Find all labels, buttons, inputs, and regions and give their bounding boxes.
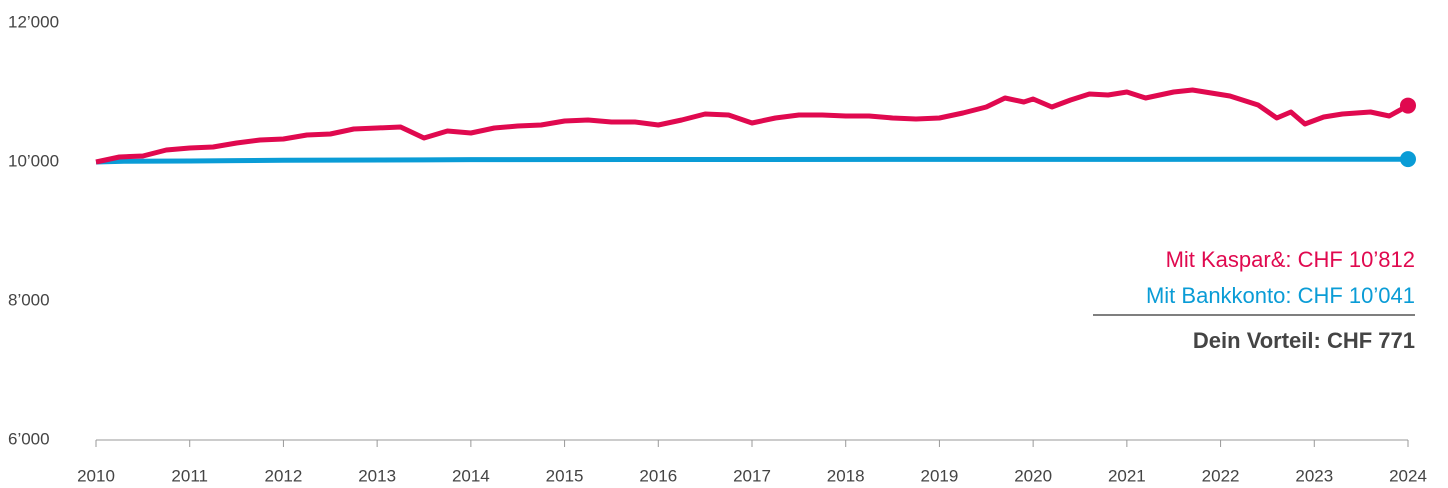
- annotation: Dein Vorteil: CHF 771: [1193, 328, 1415, 353]
- x-tick-label: 2021: [1108, 466, 1146, 485]
- x-tick-label: 2016: [639, 466, 677, 485]
- x-tick-label: 2020: [1014, 466, 1052, 485]
- end-point: [1400, 151, 1416, 168]
- x-tick-label: 2013: [358, 466, 396, 485]
- y-tick-label: 6’000: [8, 429, 50, 448]
- x-tick-label: 2012: [265, 466, 303, 485]
- end-point: [1400, 97, 1416, 114]
- x-tick-label: 2010: [77, 466, 115, 485]
- x-tick-label: 2022: [1202, 466, 1240, 485]
- x-tick-label: 2018: [827, 466, 865, 485]
- x-tick-label: 2015: [546, 466, 584, 485]
- series-line: [95, 87, 1410, 165]
- x-tick-label: 2011: [171, 466, 208, 485]
- y-tick-label: 12’000: [8, 12, 59, 31]
- y-tick-label: 8’000: [8, 290, 50, 309]
- x-tick-label: 2014: [452, 466, 490, 485]
- x-tick-label: 2023: [1295, 466, 1333, 485]
- x-tick-label: 2019: [921, 466, 959, 485]
- y-tick-label: 10’000: [8, 151, 59, 170]
- annotation: Mit Kaspar&: CHF 10’812: [1166, 247, 1415, 272]
- x-tick-label: 2024: [1389, 466, 1427, 485]
- series-line: [95, 156, 1409, 165]
- annotation: Mit Bankkonto: CHF 10’041: [1146, 283, 1415, 308]
- x-tick-label: 2017: [733, 466, 771, 485]
